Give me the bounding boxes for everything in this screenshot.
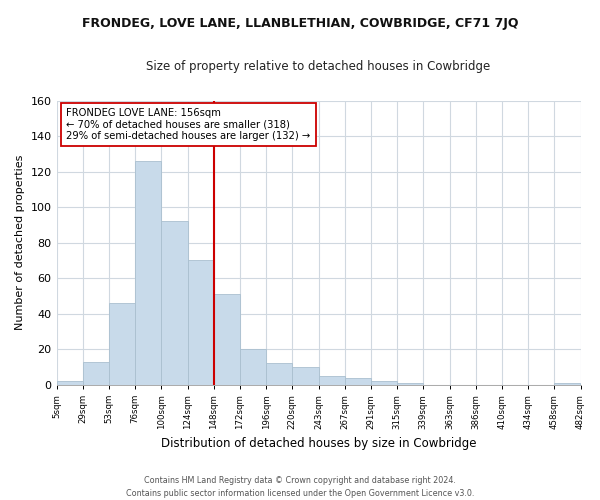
Bar: [266, 364, 292, 385]
Text: Contains HM Land Registry data © Crown copyright and database right 2024.
Contai: Contains HM Land Registry data © Crown c…: [126, 476, 474, 498]
Title: Size of property relative to detached houses in Cowbridge: Size of property relative to detached ho…: [146, 60, 491, 73]
Bar: [554, 383, 580, 385]
Bar: [371, 381, 397, 385]
Bar: [161, 222, 188, 385]
Bar: [56, 381, 83, 385]
Bar: [397, 383, 424, 385]
Bar: [135, 161, 161, 385]
X-axis label: Distribution of detached houses by size in Cowbridge: Distribution of detached houses by size …: [161, 437, 476, 450]
Bar: [83, 362, 109, 385]
Bar: [109, 303, 135, 385]
Y-axis label: Number of detached properties: Number of detached properties: [15, 155, 25, 330]
Bar: [319, 376, 345, 385]
Text: FRONDEG LOVE LANE: 156sqm
← 70% of detached houses are smaller (318)
29% of semi: FRONDEG LOVE LANE: 156sqm ← 70% of detac…: [67, 108, 311, 141]
Bar: [188, 260, 214, 385]
Bar: [214, 294, 240, 385]
Bar: [345, 378, 371, 385]
Text: FRONDEG, LOVE LANE, LLANBLETHIAN, COWBRIDGE, CF71 7JQ: FRONDEG, LOVE LANE, LLANBLETHIAN, COWBRI…: [82, 18, 518, 30]
Bar: [292, 367, 319, 385]
Bar: [240, 349, 266, 385]
